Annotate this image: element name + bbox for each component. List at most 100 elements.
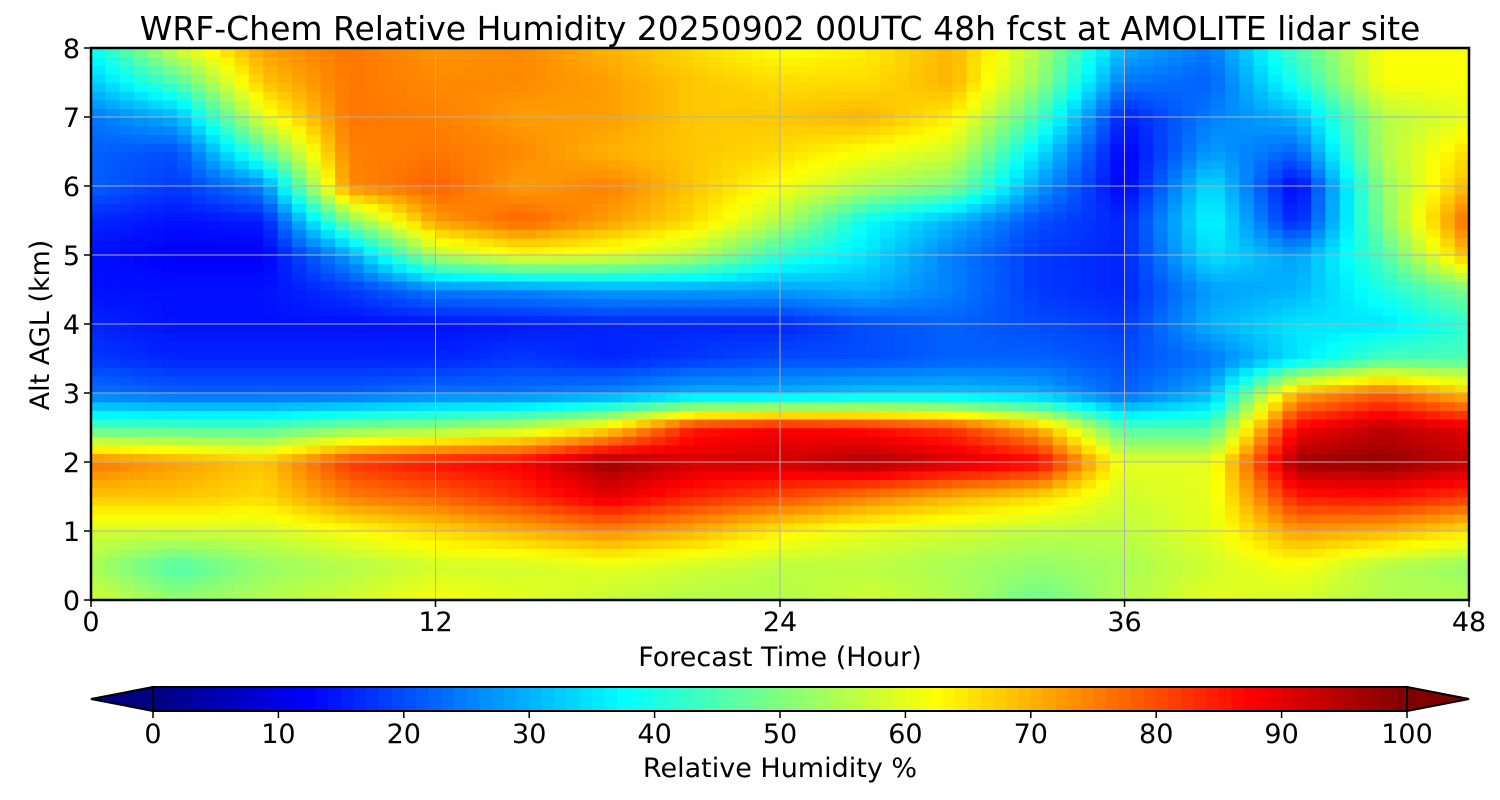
heatmap-cell: [736, 142, 752, 153]
heatmap-cell: [995, 367, 1011, 377]
heatmap-cell: [119, 384, 135, 394]
heatmap-cell: [1009, 99, 1025, 110]
heatmap-cell: [679, 574, 695, 584]
heatmap-cell: [780, 375, 796, 386]
heatmap-cell: [1038, 582, 1054, 593]
heatmap-cell: [650, 531, 666, 541]
heatmap-cell: [995, 410, 1011, 420]
heatmap-cell: [492, 263, 508, 273]
heatmap-cell: [665, 56, 681, 66]
heatmap-cell: [607, 263, 623, 273]
heatmap-cell: [535, 556, 552, 567]
heatmap-cell: [220, 99, 236, 110]
heatmap-cell: [622, 194, 638, 204]
heatmap-cell: [937, 513, 953, 524]
heatmap-cell: [650, 306, 666, 317]
heatmap-cell: [909, 177, 925, 187]
heatmap-cell: [1095, 220, 1111, 230]
heatmap-cell: [134, 375, 150, 386]
heatmap-cell: [650, 315, 666, 325]
heatmap-cell: [765, 65, 781, 75]
heatmap-cell: [392, 203, 408, 213]
heatmap-cell: [952, 194, 968, 204]
heatmap-cell: [995, 574, 1011, 584]
heatmap-cell: [1138, 315, 1154, 325]
heatmap-cell: [679, 410, 695, 420]
heatmap-cell: [823, 186, 839, 196]
heatmap-cell: [607, 289, 623, 299]
heatmap-cell: [708, 306, 724, 317]
heatmap-cell: [406, 453, 422, 463]
heatmap-cell: [995, 384, 1011, 394]
heatmap-cell: [722, 280, 738, 291]
heatmap-cell: [1024, 306, 1040, 317]
heatmap-cell: [134, 332, 150, 342]
heatmap-cell: [952, 65, 968, 75]
heatmap-cell: [507, 237, 523, 248]
heatmap-cell: [177, 332, 193, 342]
heatmap-cell: [995, 505, 1011, 515]
heatmap-cell: [995, 160, 1011, 170]
heatmap-cell: [823, 134, 839, 144]
heatmap-cell: [148, 427, 164, 437]
heatmap-cell: [909, 108, 925, 118]
heatmap-cell: [980, 272, 997, 282]
heatmap-cell: [306, 496, 322, 506]
heatmap-cell: [277, 168, 293, 179]
heatmap-cell: [1038, 315, 1054, 325]
heatmap-cell: [866, 479, 882, 489]
heatmap-cell: [880, 203, 896, 213]
heatmap-cell: [162, 513, 178, 524]
heatmap-cell: [134, 142, 150, 153]
heatmap-cell: [550, 513, 566, 524]
heatmap-cell: [91, 99, 107, 110]
heatmap-cell: [1124, 367, 1140, 377]
heatmap-cell: [1167, 505, 1183, 515]
heatmap-cell: [564, 436, 580, 446]
heatmap-cell: [248, 358, 264, 368]
heatmap-cell: [1153, 410, 1169, 420]
heatmap-cell: [277, 522, 293, 532]
heatmap-cell: [248, 186, 264, 196]
heatmap-cell: [464, 539, 480, 549]
heatmap-cell: [823, 548, 839, 558]
heatmap-cell: [966, 160, 982, 170]
heatmap-cell: [1009, 194, 1025, 204]
heatmap-cell: [435, 410, 451, 420]
heatmap-cell: [1024, 496, 1040, 506]
heatmap-cell: [119, 444, 135, 455]
heatmap-cell: [952, 565, 968, 575]
heatmap-cell: [1124, 401, 1140, 411]
heatmap-cell: [665, 186, 681, 196]
heatmap-cell: [995, 436, 1011, 446]
heatmap-cell: [521, 444, 537, 455]
heatmap-cell: [435, 56, 451, 66]
heatmap-cell: [923, 237, 939, 248]
heatmap-cell: [478, 332, 494, 342]
heatmap-cell: [406, 315, 422, 325]
heatmap-cell: [1009, 556, 1025, 567]
heatmap-cell: [909, 574, 925, 584]
heatmap-cell: [995, 324, 1011, 334]
heatmap-cell: [995, 280, 1011, 291]
heatmap-cell: [1181, 324, 1197, 334]
heatmap-cell: [1167, 177, 1183, 187]
heatmap-cell: [823, 556, 839, 567]
heatmap-cell: [794, 513, 810, 524]
heatmap-cell: [679, 341, 695, 351]
heatmap-cell: [1167, 229, 1183, 239]
heatmap-cell: [406, 324, 422, 334]
heatmap-cell: [177, 289, 193, 299]
heatmap-cell: [880, 479, 896, 489]
heatmap-cell: [220, 117, 236, 127]
heatmap-cell: [751, 65, 767, 75]
heatmap-cell: [665, 574, 681, 584]
heatmap-cell: [1009, 349, 1025, 360]
heatmap-cell: [736, 117, 752, 127]
heatmap-cell: [205, 99, 221, 110]
heatmap-cell: [837, 349, 853, 360]
heatmap-cell: [1124, 522, 1140, 532]
heatmap-cell: [622, 73, 638, 84]
heatmap-cell: [636, 255, 652, 265]
heatmap-cell: [134, 487, 150, 498]
